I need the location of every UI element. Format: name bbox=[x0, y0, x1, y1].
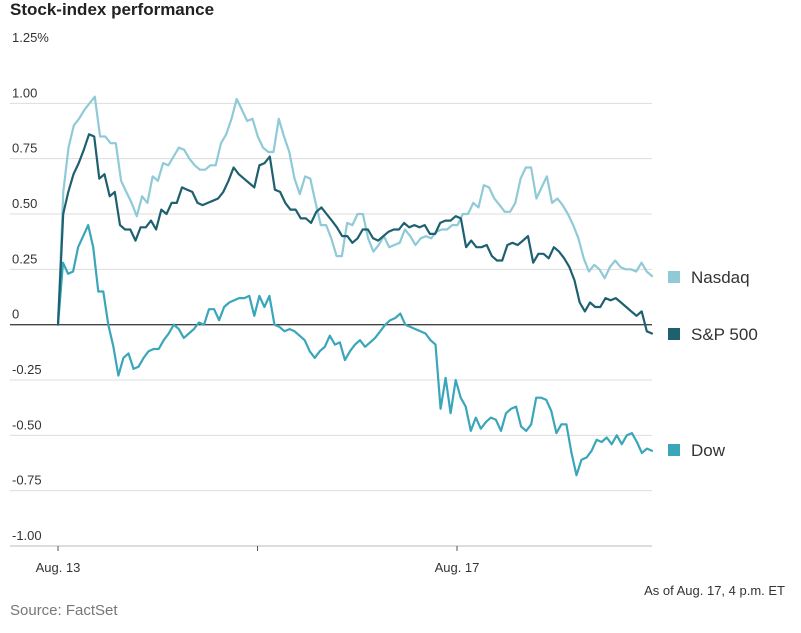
y-tick-label: 0 bbox=[12, 307, 19, 322]
legend-label: Nasdaq bbox=[691, 268, 750, 287]
legend-label: S&P 500 bbox=[691, 325, 758, 344]
source-note: Source: FactSet bbox=[10, 602, 118, 619]
gridlines bbox=[10, 102, 652, 547]
legend-label: Dow bbox=[691, 441, 726, 460]
y-tick-label: -1.00 bbox=[12, 528, 42, 543]
series-line-nasdaq bbox=[56, 95, 654, 326]
y-axis-tick-labels: 1.25% 1.00 0.75 0.50 0.25 0 -0.25 -0.50 -0.75 -1.… bbox=[12, 30, 49, 543]
x-axis-tick-labels: Aug. 13 Aug. 17 bbox=[36, 560, 480, 575]
legend-swatch bbox=[668, 328, 680, 340]
y-tick-label: -0.50 bbox=[12, 417, 42, 432]
y-tick-label: 1.25% bbox=[12, 30, 49, 45]
legend-swatch bbox=[668, 271, 680, 283]
x-axis bbox=[10, 545, 652, 551]
x-tick-label: Aug. 13 bbox=[36, 560, 81, 575]
series-lines bbox=[56, 95, 654, 477]
chart-title: Stock-index performance bbox=[10, 0, 215, 19]
series-line-dow bbox=[56, 224, 654, 477]
legend-swatch bbox=[668, 444, 680, 456]
y-tick-label: 1.00 bbox=[12, 85, 37, 100]
y-tick-label: -0.25 bbox=[12, 362, 42, 377]
y-tick-label: 0.50 bbox=[12, 196, 37, 211]
y-tick-label: 0.75 bbox=[12, 141, 37, 156]
x-tick-label: Aug. 17 bbox=[435, 560, 480, 575]
series-line-s-p-500 bbox=[56, 133, 654, 335]
as-of-note: As of Aug. 17, 4 p.m. ET bbox=[644, 583, 785, 598]
y-tick-label: 0.25 bbox=[12, 251, 37, 266]
legend: Nasdaq S&P 500 Dow bbox=[668, 268, 758, 460]
y-tick-label: -0.75 bbox=[12, 473, 42, 488]
